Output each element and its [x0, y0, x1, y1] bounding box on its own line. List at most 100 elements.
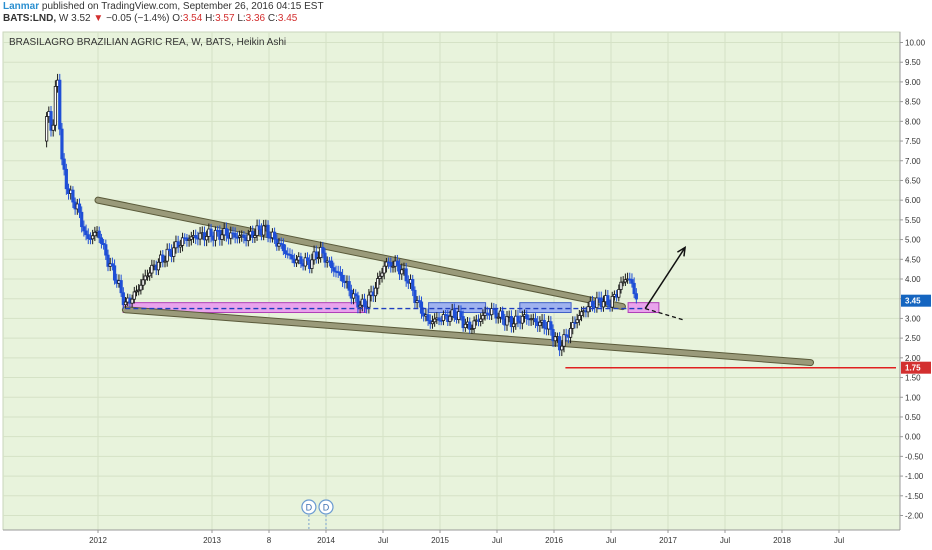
open-value: 3.54: [182, 13, 203, 24]
x-tick-label: 8: [267, 536, 272, 545]
candle-body: [358, 304, 362, 308]
blue-zone: [428, 302, 487, 314]
candle-body: [266, 224, 270, 238]
y-tick-label: 7.00: [905, 157, 921, 166]
candle-body: [373, 287, 378, 297]
x-tick-label: Jul: [378, 536, 388, 545]
candle-body: [161, 254, 165, 263]
candle-body: [461, 316, 465, 329]
candle-body: [562, 334, 566, 347]
price-axis[interactable]: 10.00 9.50 9.00 8.50 8.00 7.50 7.00 6.50 6.00 5.5…: [899, 32, 932, 530]
candle-body: [573, 322, 577, 324]
price-label-box: [901, 294, 931, 307]
candle-body: [106, 254, 110, 267]
candle-body: [132, 291, 136, 300]
candle-body: [413, 289, 417, 304]
candle-body: [110, 263, 114, 267]
candle-body: [60, 128, 64, 160]
x-tick-label: Jul: [606, 536, 616, 545]
candle-body: [347, 281, 351, 291]
symbol-label: BATS:LND,: [3, 13, 57, 24]
price-label: 3.45: [905, 297, 921, 306]
candle-body: [58, 79, 62, 130]
candle-body: [579, 311, 584, 316]
candle-body: [99, 237, 104, 244]
candle-body: [194, 235, 198, 239]
x-tick-label: 2012: [89, 536, 107, 545]
candle-body: [376, 278, 380, 289]
candle-body: [316, 257, 321, 260]
time-axis[interactable]: 2012 2013 8 2014 Jul 2015 Jul 2016 Jul 2017 Jul 201…: [0, 529, 932, 550]
candle-body: [367, 294, 371, 308]
candle-body: [62, 158, 66, 170]
y-tick-label: 2.50: [905, 334, 921, 343]
candle-body: [340, 274, 345, 282]
candle-body: [91, 235, 95, 240]
candle-body: [288, 253, 292, 256]
publisher-line: Lanmar published on TradingView.com, Sep…: [3, 1, 324, 12]
candle-body: [382, 265, 386, 274]
y-tick-label: 0.50: [905, 413, 921, 422]
up-arrow-line: [644, 247, 686, 309]
candle-body: [553, 336, 557, 342]
candle-body: [198, 232, 202, 240]
price-axis-bg: [900, 32, 932, 530]
x-tick-label: 2013: [203, 536, 221, 545]
candle-body: [433, 318, 437, 323]
candle-body: [549, 321, 553, 330]
down-triangle-icon: ▼: [93, 13, 104, 24]
candle-body: [430, 321, 435, 325]
candle-body: [463, 323, 467, 329]
dividend-label: D: [306, 503, 313, 513]
candle-body: [246, 234, 250, 242]
candle-body: [516, 315, 520, 322]
candle-body: [251, 231, 255, 238]
dividend-label: D: [323, 503, 330, 513]
author-link[interactable]: Lanmar: [3, 1, 40, 12]
candle-body: [97, 230, 101, 239]
candle-body: [606, 295, 610, 305]
y-tick-label: 0.00: [905, 433, 921, 442]
candle-body: [481, 315, 485, 320]
candle-body: [139, 284, 143, 291]
open-label: O:: [172, 13, 183, 24]
candle-body: [237, 235, 242, 238]
candle-body: [332, 267, 336, 272]
candle-body: [141, 279, 145, 286]
candle-body: [53, 86, 57, 126]
x-tick-label: 2018: [773, 536, 791, 545]
candle-body: [165, 248, 169, 262]
candle-body: [586, 306, 590, 313]
y-tick-label: 1.50: [905, 374, 921, 383]
candle-body: [472, 320, 476, 329]
candle-body: [509, 316, 513, 328]
candle-body: [470, 328, 474, 330]
candle-body: [485, 312, 489, 315]
candle-body: [575, 319, 579, 323]
candle-body: [389, 262, 393, 267]
close-value: 3.45: [277, 13, 298, 24]
candle-body: [391, 265, 395, 268]
x-tick-label: Jul: [492, 536, 502, 545]
candle-body: [102, 243, 106, 246]
candle-body: [64, 168, 68, 190]
candle-body: [283, 250, 288, 255]
candle-body: [104, 244, 108, 256]
gridlines: [3, 32, 900, 530]
candle-body: [123, 301, 128, 306]
candle-body: [395, 260, 399, 266]
candle-body: [275, 238, 279, 247]
candle-body: [577, 315, 581, 321]
candle-body: [49, 111, 53, 131]
y-tick-label: 6.00: [905, 196, 921, 205]
candle-body: [273, 231, 277, 240]
x-tick-label: 2017: [659, 536, 677, 545]
candle-body: [303, 257, 307, 267]
y-tick-label: 4.50: [905, 255, 921, 264]
y-tick-label: 1.00: [905, 393, 921, 402]
time-axis-bg: [0, 530, 932, 550]
candle-body: [551, 329, 555, 342]
plot-area[interactable]: [2, 31, 901, 531]
